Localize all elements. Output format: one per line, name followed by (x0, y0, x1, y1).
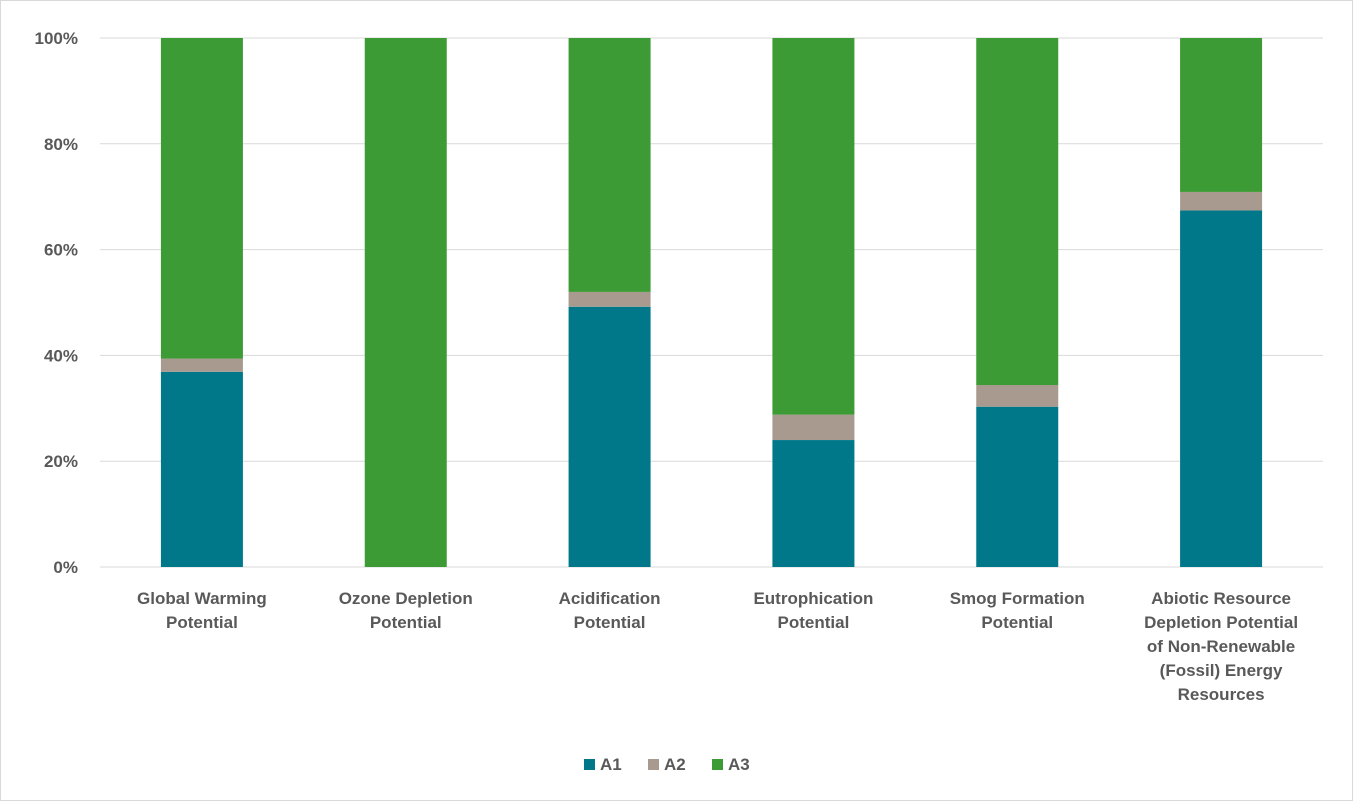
bar-a2 (1180, 191, 1263, 211)
bar-a3 (364, 38, 447, 567)
y-tick-label: 80% (44, 135, 78, 154)
legend-swatch-a3 (712, 759, 723, 770)
x-tick-label: Smog Formation Potential (950, 589, 1085, 632)
bar-a1 (568, 306, 651, 567)
bar-a1 (772, 440, 855, 567)
legend-swatch-a1 (584, 759, 595, 770)
legend-label-a1: A1 (600, 755, 622, 774)
bar-a3 (160, 38, 243, 359)
bar-a3 (772, 38, 855, 415)
bar-a1 (976, 406, 1059, 567)
y-tick-label: 60% (44, 241, 78, 260)
x-tick-label: Ozone Depletion Potential (339, 589, 473, 632)
bar-a2 (976, 385, 1059, 407)
bar-a2 (160, 358, 243, 372)
legend-swatch-a2 (648, 759, 659, 770)
bar-a1 (1180, 210, 1263, 568)
y-tick-label: 40% (44, 346, 78, 365)
y-tick-label: 20% (44, 452, 78, 471)
bar-a3 (1180, 38, 1263, 192)
x-tick-label: Eutrophication Potential (753, 589, 873, 632)
legend-label-a3: A3 (728, 755, 750, 774)
bar-a1 (160, 371, 243, 567)
x-tick-label: Abiotic Resource Depletion Potential of No… (1144, 589, 1298, 704)
bar-a2 (568, 291, 651, 307)
bar-a2 (772, 414, 855, 441)
x-tick-label: Global Warming Potential (137, 589, 267, 632)
y-tick-label: 0% (53, 558, 78, 577)
legend-label-a2: A2 (664, 755, 686, 774)
bar-a3 (976, 38, 1059, 386)
x-tick-label: Acidification Potential (559, 589, 661, 632)
bar-a3 (568, 38, 651, 292)
y-tick-label: 100% (35, 29, 78, 48)
